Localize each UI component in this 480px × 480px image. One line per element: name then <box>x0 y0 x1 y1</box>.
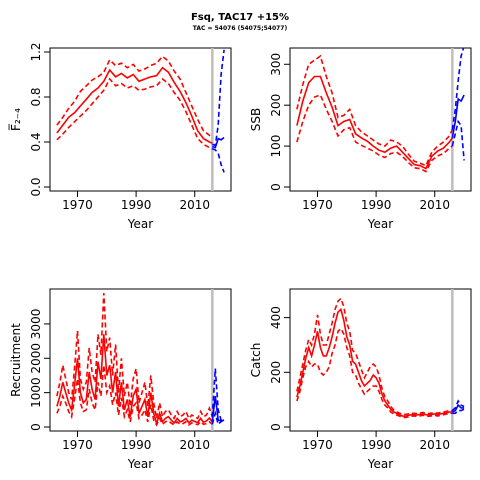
f-series-area <box>56 49 225 173</box>
catch-panel: 1970 1990 2010 0 200 400 Year Catch <box>249 288 472 471</box>
f-xtick-label: 1990 <box>121 198 152 212</box>
f-x-axis-title: Year <box>127 217 153 231</box>
recruitment-ytick-label: 2000 <box>29 343 43 374</box>
recruitment-y-axis-title: Recruitment <box>9 323 23 397</box>
f-proj-median-line <box>212 136 225 149</box>
recruitment-x-axis-title: Year <box>127 457 153 471</box>
f-hist-median-line <box>56 66 213 144</box>
ssb-plot-frame <box>289 47 472 192</box>
f-ytick-label: 1.2 <box>29 42 43 61</box>
recruitment-hist-upper-line <box>56 292 214 420</box>
f-xtick-label: 1970 <box>62 198 93 212</box>
ssb-xtick-label: 1990 <box>361 198 392 212</box>
catch-y-axis-title: Catch <box>249 343 263 378</box>
ssb-hist-median-line <box>296 75 453 170</box>
ssb-ytick-label: 200 <box>269 94 283 117</box>
catch-ytick-label: 400 <box>269 306 283 329</box>
catch-proj-median-line <box>451 403 465 413</box>
ssb-xtick-label: 1970 <box>302 198 333 212</box>
ssb-ytick-label: 100 <box>269 135 283 158</box>
catch-series-area <box>296 297 465 419</box>
figure-title: Fsq, TAC17 +15% <box>191 12 289 23</box>
ssb-proj-median-line <box>451 94 465 139</box>
catch-proj-upper-line <box>451 399 465 412</box>
ssb-proj-upper-line <box>451 48 465 130</box>
f-proj-upper-line <box>212 49 225 147</box>
f-hist-lower-line <box>56 77 213 150</box>
recruitment-series-area <box>56 292 225 427</box>
recruitment-ytick-label: 3000 <box>29 309 43 340</box>
f-y-axis-title: F̅₂₋₄ <box>8 108 23 131</box>
f-ytick-label: 0.4 <box>29 132 43 151</box>
f-ytick-label: 0.0 <box>29 177 43 196</box>
f-ytick-label: 0.8 <box>29 87 43 106</box>
recruitment-panel: 1970 1990 2010 0 1000 2000 3000 Year Recruitment <box>9 288 232 471</box>
catch-ytick-label: 200 <box>269 361 283 384</box>
recruitment-xtick-label: 1990 <box>121 438 152 452</box>
f-panel: 1970 1990 2010 0.0 0.4 0.8 1.2 Year F̅₂₋₄ <box>8 42 232 231</box>
catch-ytick-label: 0 <box>269 423 283 431</box>
catch-plot-frame <box>289 288 472 432</box>
catch-hist-median-line <box>296 307 453 417</box>
ssb-x-axis-title: Year <box>367 217 393 231</box>
catch-xtick-label: 1970 <box>302 438 333 452</box>
recruitment-hist-lower-line <box>56 365 213 427</box>
ssb-series-area <box>296 48 465 173</box>
recruitment-ytick-label: 0 <box>29 423 43 431</box>
ssb-hist-lower-line <box>296 94 453 173</box>
recruitment-xtick-label: 2010 <box>179 438 210 452</box>
recruitment-proj-median-line <box>211 396 225 422</box>
ssb-ytick-label: 300 <box>269 53 283 76</box>
f-hist-upper-line <box>56 55 213 139</box>
ssb-ytick-label: 0 <box>269 183 283 191</box>
recruitment-xtick-label: 1970 <box>62 438 93 452</box>
catch-x-axis-title: Year <box>367 457 393 471</box>
catch-xtick-label: 1990 <box>361 438 392 452</box>
figure-subtitle: TAC = 54076 (54075;54077) <box>193 25 288 32</box>
recruitment-proj-upper-line <box>211 368 225 421</box>
catch-hist-upper-line <box>296 297 453 416</box>
f-proj-lower-line <box>212 148 225 173</box>
ssb-xtick-label: 2010 <box>419 198 450 212</box>
ssb-y-axis-title: SSB <box>249 108 263 131</box>
recruitment-ytick-label: 1000 <box>29 377 43 408</box>
recruitment-hist-median-line <box>56 334 213 427</box>
ssb-panel: 1970 1990 2010 0 100 200 300 Year SSB <box>249 47 472 231</box>
catch-hist-lower-line <box>296 327 453 419</box>
catch-proj-lower-line <box>452 408 465 415</box>
ssb-proj-lower-line <box>451 119 465 161</box>
catch-xtick-label: 2010 <box>419 438 450 452</box>
f-xtick-label: 2010 <box>179 198 210 212</box>
ssb-hist-upper-line <box>296 54 454 167</box>
